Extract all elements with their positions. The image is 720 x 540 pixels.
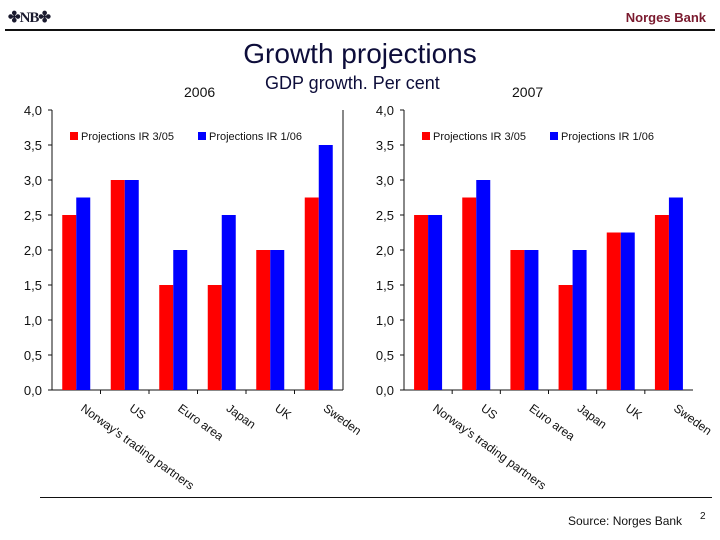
bar-ir-3-05 [510, 250, 525, 390]
source-note: Source: Norges Bank [568, 514, 683, 528]
bar-ir-3-05 [256, 250, 271, 390]
y-tick-label: 0,0 [376, 383, 394, 398]
bar-ir-1-06 [124, 180, 139, 390]
bar-ir-1-06 [221, 215, 236, 390]
x-category-label: Euro area [527, 401, 578, 443]
bar-ir-3-05 [558, 285, 573, 390]
y-tick-label: 0,5 [24, 348, 42, 363]
y-tick-label: 0,0 [24, 383, 42, 398]
y-tick-label: 3,0 [24, 173, 42, 188]
bar-ir-1-06 [476, 180, 491, 390]
y-tick-label: 3,0 [376, 173, 394, 188]
y-tick-label: 0,5 [376, 348, 394, 363]
legend-swatch-ir-3-05 [422, 132, 430, 140]
chart-title-2006: 2006 [184, 84, 216, 100]
bar-ir-1-06 [173, 250, 188, 390]
y-tick-label: 1,5 [24, 278, 42, 293]
norges-bank-logo: ✤NB✤ [8, 10, 51, 26]
page-title: Growth projections [243, 38, 477, 69]
bar-ir-3-05 [606, 232, 621, 390]
brand-name: Norges Bank [625, 10, 706, 25]
bar-ir-3-05 [159, 285, 174, 390]
bar-ir-1-06 [318, 145, 333, 390]
x-category-label: US [478, 401, 500, 422]
bar-ir-1-06 [572, 250, 587, 390]
x-category-label: Sweden [321, 401, 364, 438]
y-tick-label: 3,5 [376, 138, 394, 153]
x-category-label: US [127, 401, 149, 422]
page-subtitle: GDP growth. Per cent [265, 73, 440, 93]
y-tick-label: 3,5 [24, 138, 42, 153]
y-tick-label: 4,0 [376, 103, 394, 118]
bar-ir-3-05 [110, 180, 125, 390]
y-tick-label: 1,0 [376, 313, 394, 328]
x-category-label: UK [623, 401, 645, 422]
legend-swatch-ir-3-05 [70, 132, 78, 140]
bar-ir-3-05 [62, 215, 77, 390]
legend-label: Projections IR 3/05 [433, 131, 526, 143]
y-tick-label: 4,0 [24, 103, 42, 118]
header-divider [5, 29, 715, 31]
footer-divider [40, 497, 712, 498]
x-category-label: UK [272, 401, 294, 422]
bar-ir-1-06 [428, 215, 443, 390]
bar-ir-3-05 [207, 285, 222, 390]
y-tick-label: 2,0 [24, 243, 42, 258]
y-tick-label: 2,0 [376, 243, 394, 258]
y-tick-label: 2,5 [24, 208, 42, 223]
legend-swatch-ir-1-06 [198, 132, 206, 140]
y-tick-label: 1,0 [24, 313, 42, 328]
x-category-label: Japan [575, 401, 610, 432]
page-number: 2 [700, 511, 706, 522]
legend-label: Projections IR 1/06 [561, 131, 654, 143]
legend-label: Projections IR 1/06 [209, 131, 302, 143]
bar-ir-1-06 [524, 250, 539, 390]
bar-ir-1-06 [620, 232, 635, 390]
y-tick-label: 1,5 [376, 278, 394, 293]
legend-swatch-ir-1-06 [550, 132, 558, 140]
bar-ir-3-05 [414, 215, 429, 390]
bar-ir-3-05 [462, 197, 477, 390]
chart-title-2007: 2007 [512, 84, 544, 100]
bar-ir-1-06 [76, 197, 91, 390]
bar-ir-1-06 [270, 250, 285, 390]
x-category-label: Sweden [671, 401, 714, 438]
x-category-label: Euro area [175, 401, 226, 443]
logo-text: NB [19, 10, 40, 26]
y-tick-label: 2,5 [376, 208, 394, 223]
bar-ir-3-05 [304, 197, 319, 390]
legend-label: Projections IR 3/05 [81, 131, 174, 143]
bar-ir-1-06 [668, 197, 683, 390]
x-category-label: Japan [224, 401, 259, 432]
bar-ir-3-05 [654, 215, 669, 390]
